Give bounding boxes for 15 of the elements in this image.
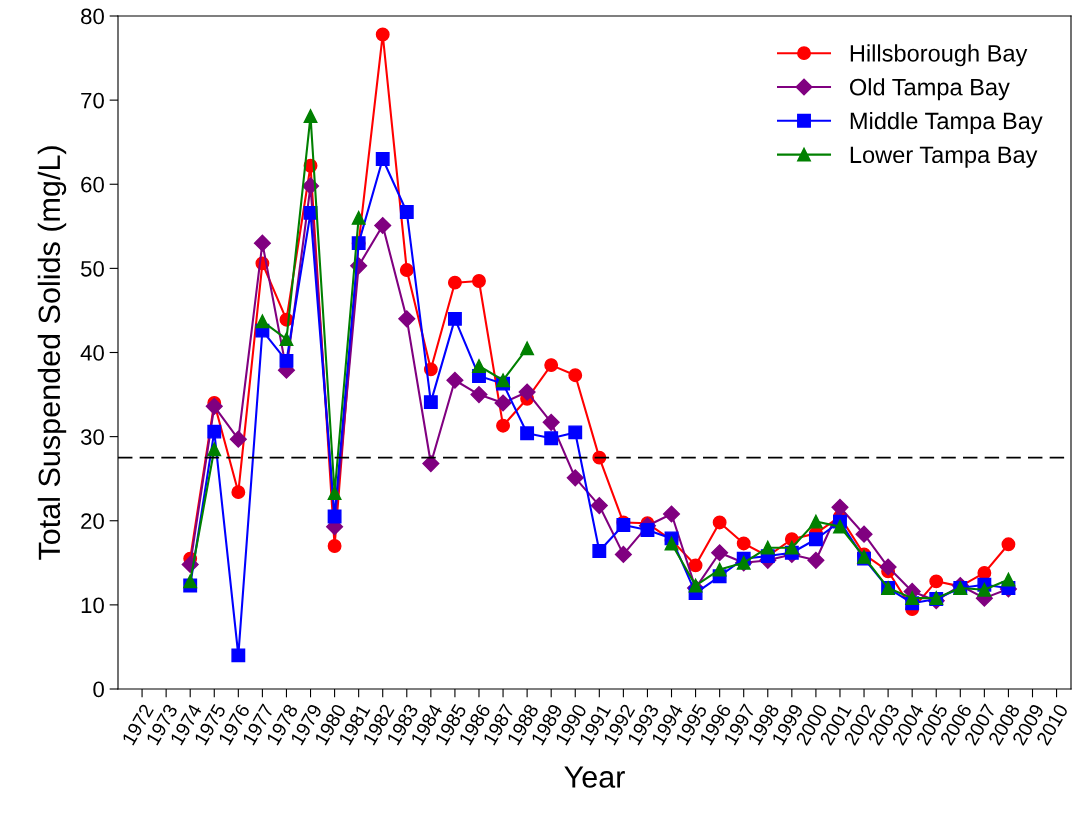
y-tick-label: 20 <box>81 513 104 530</box>
legend-label: Middle Tampa Bay <box>850 111 1043 134</box>
y-tick-label: 60 <box>81 176 104 193</box>
legend-label: Hillsborough Bay <box>850 44 1028 67</box>
y-tick-label: 40 <box>80 345 104 361</box>
y-tick-label: 30 <box>80 429 104 445</box>
y-tick-label: 0 <box>93 681 104 698</box>
legend-label: Lower Tampa Bay <box>850 146 1038 168</box>
y-tick-label: 70 <box>81 92 104 109</box>
x-axis-title: Year <box>564 766 625 788</box>
y-tick-label: 80 <box>81 8 104 25</box>
y-tick-label: 10 <box>81 597 104 614</box>
y-tick-label: 50 <box>80 260 104 277</box>
y-axis-title: Total Suspended Solids (mg/L) <box>37 146 67 560</box>
legend-label: Old Tampa Bay <box>849 78 1010 101</box>
